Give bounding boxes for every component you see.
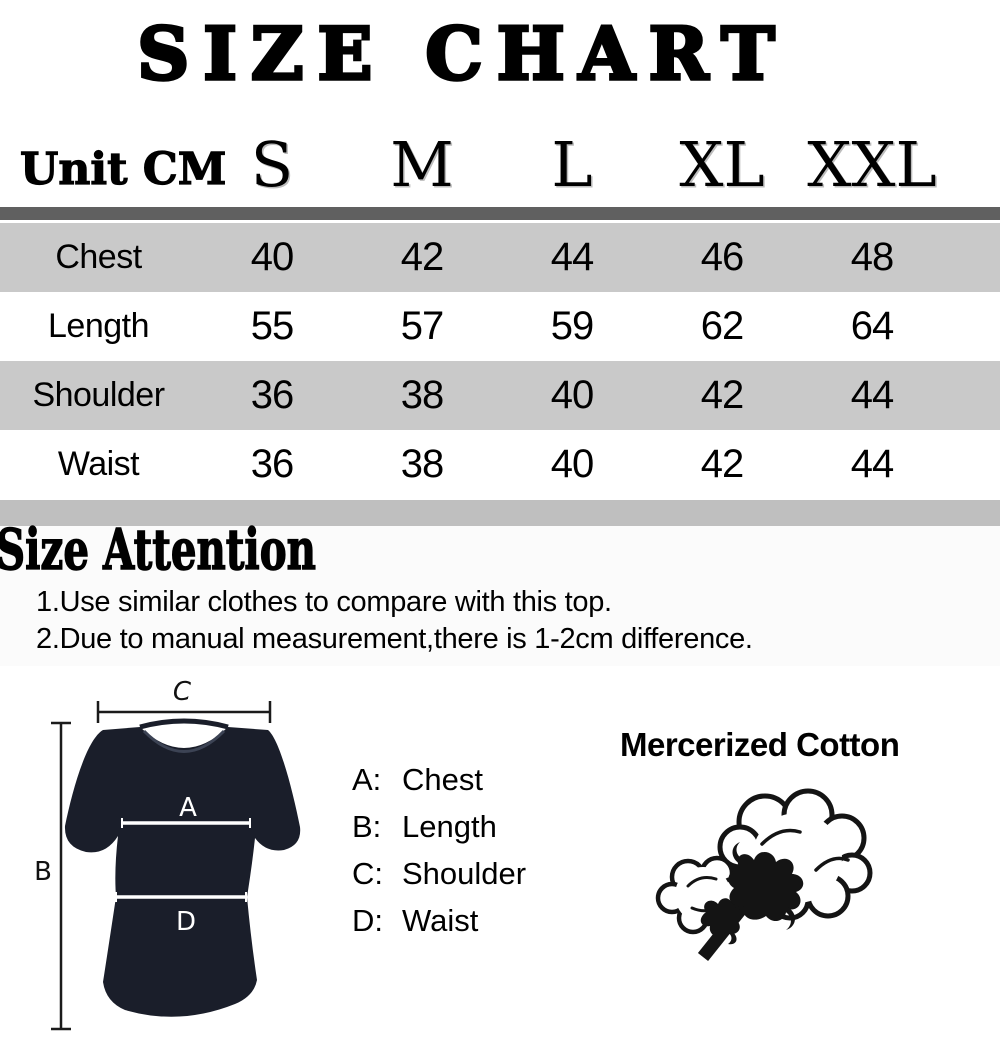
table-row-chest: Chest 40 42 44 46 48 xyxy=(0,223,1000,292)
row-label: Chest xyxy=(55,238,142,276)
cell: 46 xyxy=(700,235,745,279)
size-column-xl: XL xyxy=(679,128,765,201)
cell: 64 xyxy=(850,304,895,348)
cell: 42 xyxy=(700,373,745,417)
legend-item-shoulder: C: Shoulder xyxy=(352,850,526,897)
table-row-waist: Waist 36 38 40 42 44 xyxy=(0,430,1000,499)
legend-key: A: xyxy=(352,761,382,797)
unit-label: Unit CM xyxy=(19,144,227,195)
legend-key: B: xyxy=(352,808,382,844)
legend-key: C: xyxy=(352,855,383,891)
cell: 36 xyxy=(250,373,295,417)
legend-item-chest: A: Chest xyxy=(352,756,526,803)
cell: 62 xyxy=(700,304,745,348)
cell: 57 xyxy=(400,304,445,348)
size-column-l: L xyxy=(551,128,593,201)
legend-label: Length xyxy=(402,808,497,844)
table-row-length: Length 55 57 59 62 64 xyxy=(0,292,1000,361)
size-column-xxl: XXL xyxy=(807,128,937,201)
cell: 44 xyxy=(850,373,895,417)
cell: 44 xyxy=(550,235,595,279)
legend-label: Chest xyxy=(402,761,483,797)
cell: 40 xyxy=(550,373,595,417)
tshirt-diagram-icon: C B A D xyxy=(34,677,301,1031)
legend-key: D: xyxy=(352,902,383,938)
legend-item-waist: D: Waist xyxy=(352,897,526,944)
cell: 38 xyxy=(400,442,445,486)
attention-note-1: 1.Use similar clothes to compare with th… xyxy=(36,586,612,618)
attention-notes: 1.Use similar clothes to compare with th… xyxy=(36,584,753,658)
attention-note-2: 2.Due to manual measurement,there is 1-2… xyxy=(36,623,753,655)
row-label: Shoulder xyxy=(32,376,165,414)
cell: 40 xyxy=(550,442,595,486)
cell: 59 xyxy=(550,304,595,348)
cell: 48 xyxy=(850,235,895,279)
material-label: Mercerized Cotton xyxy=(620,726,900,763)
cell: 38 xyxy=(400,373,445,417)
size-table-header: Unit CM S M L XL XXL xyxy=(0,122,1000,200)
size-column-m: M xyxy=(390,128,454,201)
table-row-shoulder: Shoulder 36 38 40 42 44 xyxy=(0,361,1000,430)
legend-label: Waist xyxy=(402,902,479,938)
header-divider-bar xyxy=(0,207,1000,220)
measure-legend: A: Chest B: Length C: Shoulder D: Waist xyxy=(352,756,526,944)
attention-heading: Size Attention xyxy=(0,517,317,583)
cell: 44 xyxy=(850,442,895,486)
cell: 36 xyxy=(250,442,295,486)
table-bottom-band xyxy=(0,500,1000,526)
size-table-body: Chest 40 42 44 46 48 Length 55 57 59 62 … xyxy=(0,223,1000,499)
size-column-s: S xyxy=(250,128,294,201)
cotton-plant-icon xyxy=(655,788,873,962)
marker-length-b: B xyxy=(34,857,52,887)
marker-chest-a: A xyxy=(179,793,197,823)
tshirt-body xyxy=(64,727,301,1017)
row-label: Length xyxy=(48,307,150,345)
cell: 55 xyxy=(250,304,295,348)
legend-item-length: B: Length xyxy=(352,803,526,850)
legend-label: Shoulder xyxy=(402,855,527,891)
cell: 42 xyxy=(700,442,745,486)
cell: 42 xyxy=(400,235,445,279)
marker-shoulder-c: C xyxy=(173,677,192,707)
page-title: SIZE CHART xyxy=(135,11,789,96)
row-label: Waist xyxy=(57,445,140,483)
marker-waist-d: D xyxy=(176,907,196,937)
cell: 40 xyxy=(250,235,295,279)
table-footer-area xyxy=(0,526,1000,666)
